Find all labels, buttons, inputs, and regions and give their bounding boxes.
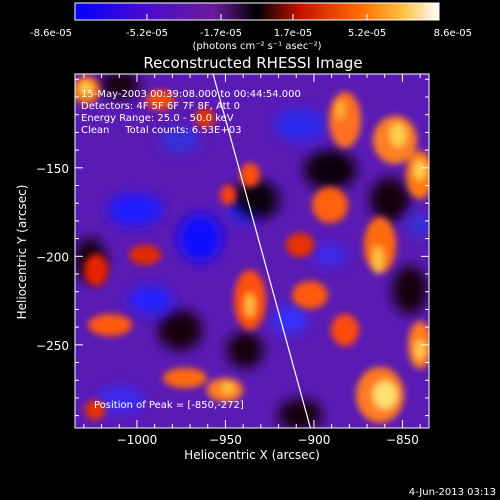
x-tick-label: −900 (297, 433, 330, 447)
colorbar-tick-label: 8.6e-05 (434, 28, 472, 39)
annotation-time-range: 15-May-2003 00:39:08.000 to 00:44:54.000 (81, 89, 301, 100)
colorbar-tick-label: -8.6e-05 (30, 28, 72, 39)
colorbar-tick-label: 5.2e-05 (348, 28, 386, 39)
x-axis-ticks: −1000 −950 −900 −850 (83, 74, 421, 447)
y-tick-label: −250 (36, 339, 69, 353)
footer-date: 4-Jun-2013 03:13 (409, 487, 496, 498)
colorbar-tick-label: -1.7e-05 (200, 28, 242, 39)
annotation-detectors: Detectors: 4F 5F 6F 7F 8F, Att 0 (81, 101, 240, 112)
annotation-energy-range: Energy Range: 25.0 - 50.0 keV (81, 113, 234, 124)
y-axis-label: Heliocentric Y (arcsec) (15, 185, 29, 320)
colorbar-unit-label: (photons cm⁻² s⁻¹ asec⁻²) (192, 41, 321, 52)
plot-frame (74, 73, 430, 429)
y-tick-label: −200 (36, 250, 69, 264)
y-tick-label: −150 (36, 162, 69, 176)
chart-title: Reconstructed RHESSI Image (143, 54, 362, 72)
x-tick-label: −950 (209, 433, 242, 447)
x-tick-label: −850 (386, 433, 419, 447)
x-axis-label: Heliocentric X (arcsec) (184, 448, 320, 462)
solar-limb-line (212, 74, 311, 428)
colorbar-ticks (74, 14, 440, 20)
y-axis-ticks: −250 −200 −150 (36, 78, 429, 417)
annotation-clean-counts: Clean Total counts: 6.53E+03 (81, 125, 241, 136)
peak-position-label: Position of Peak = [-850,-272] (94, 400, 244, 411)
colorbar (74, 2, 440, 21)
colorbar-tick-label: 1.7e-05 (274, 28, 312, 39)
colorbar-tick-labels: -8.6e-05 -5.2e-05 -1.7e-05 1.7e-05 5.2e-05 8.… (30, 28, 472, 39)
heatmap-image (75, 74, 429, 428)
x-tick-label: −1000 (117, 433, 158, 447)
colorbar-tick-label: -5.2e-05 (126, 28, 168, 39)
